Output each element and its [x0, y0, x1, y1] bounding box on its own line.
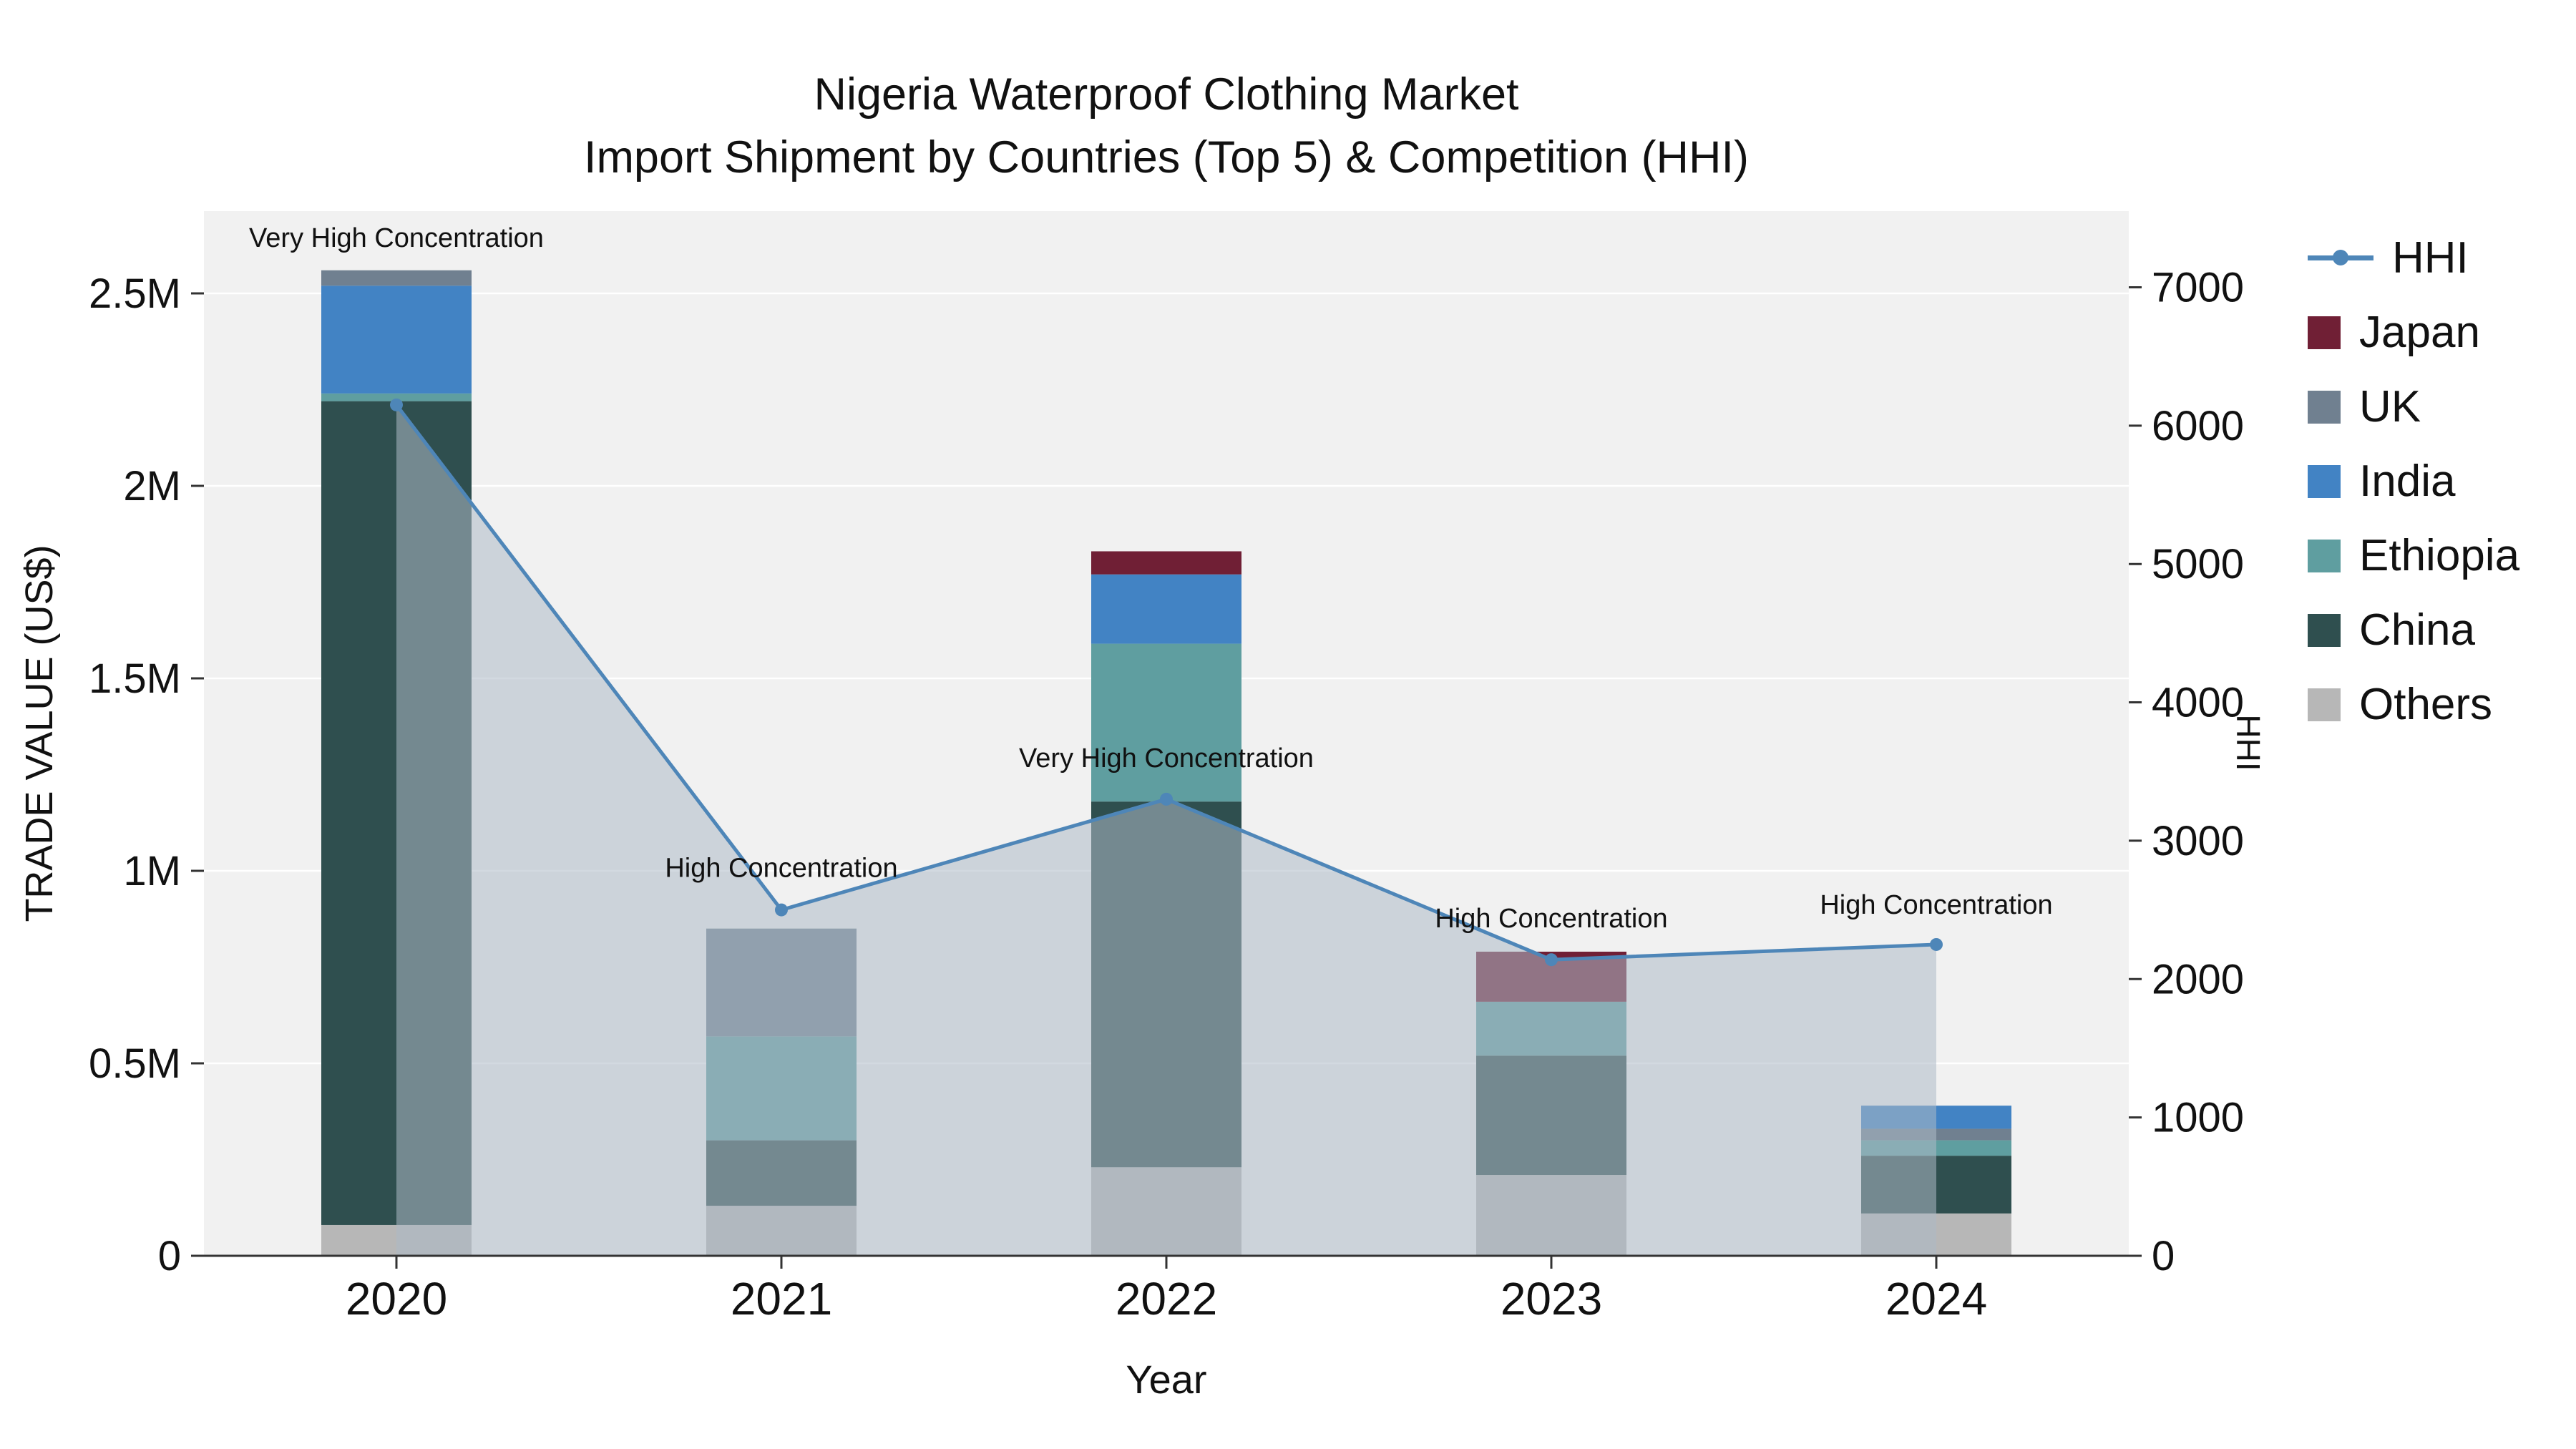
legend: HHI Japan UK India Ethiopia China Others [2308, 233, 2519, 753]
legend-swatch-japan [2308, 316, 2341, 349]
x-tick-label-2022: 2022 [1116, 1273, 1217, 1324]
legend-item-ethiopia[interactable]: Ethiopia [2308, 530, 2519, 581]
legend-label: HHI [2392, 233, 2469, 283]
x-tick-label-2021: 2021 [731, 1273, 832, 1324]
legend-label: India [2359, 457, 2456, 506]
legend-label: Others [2359, 680, 2493, 729]
legend-label: Ethiopia [2359, 531, 2520, 580]
legend-swatch-india [2308, 464, 2341, 498]
legend-item-hhi[interactable]: HHI [2308, 233, 2519, 283]
hhi-annotation-2024: High Concentration [1820, 890, 2052, 920]
hhi-point-2023[interactable] [1545, 953, 1558, 967]
x-tick-label-2020: 2020 [346, 1273, 447, 1324]
legend-label: China [2359, 605, 2475, 655]
x-tick-label-2023: 2023 [1501, 1273, 1602, 1324]
hhi-area-fill [396, 404, 1936, 1257]
bar-2022-ethiopia[interactable] [1091, 643, 1241, 802]
hhi-annotation-2023: High Concentration [1435, 904, 1667, 934]
y-left-tick-label: 2M [123, 463, 181, 509]
y-right-tick-label: 6000 [2152, 403, 2244, 449]
chart-title-line2: Import Shipment by Countries (Top 5) & C… [583, 132, 1750, 182]
bar-2022-india[interactable] [1091, 574, 1241, 644]
y-right-tick-label: 0 [2152, 1233, 2175, 1279]
y-left-tick-label: 0 [158, 1233, 181, 1279]
hhi-point-2022[interactable] [1160, 792, 1173, 806]
hhi-annotation-2021: High Concentration [665, 854, 897, 884]
hhi-annotation-2020: Very High Concentration [249, 223, 544, 253]
y-right-tick-label: 2000 [2152, 956, 2244, 1002]
hhi-point-2024[interactable] [1930, 937, 1943, 951]
legend-item-china[interactable]: China [2308, 605, 2519, 655]
bar-2022-japan[interactable] [1091, 551, 1241, 575]
y-left-tick-label: 1M [123, 848, 181, 894]
x-tick-label-2024: 2024 [1885, 1273, 1987, 1324]
chart-title: Nigeria Waterproof Clothing Market Impor… [204, 63, 2129, 189]
y-right-tick-label: 4000 [2152, 680, 2244, 726]
bar-2020-ethiopia[interactable] [321, 393, 472, 401]
legend-item-others[interactable]: Others [2308, 679, 2519, 730]
legend-item-india[interactable]: India [2308, 456, 2519, 507]
y-right-tick-label: 1000 [2152, 1095, 2244, 1141]
legend-swatch-others [2308, 688, 2341, 721]
hhi-point-2020[interactable] [390, 398, 403, 411]
y-right-tick-label: 7000 [2152, 264, 2244, 311]
y-right-tick-label: 5000 [2152, 541, 2244, 587]
y-left-tick-label: 0.5M [89, 1040, 181, 1087]
legend-swatch-china [2308, 613, 2341, 647]
x-axis-title: Year [1126, 1357, 1207, 1402]
y-left-tick-label: 2.5M [89, 270, 181, 317]
y-left-tick-label: 1.5M [89, 655, 181, 702]
legend-item-japan[interactable]: Japan [2308, 307, 2519, 358]
bar-2020-india[interactable] [321, 286, 472, 394]
legend-swatch-ethiopia [2308, 539, 2341, 572]
y-right-tick-label: 3000 [2152, 818, 2244, 864]
legend-label: Japan [2359, 308, 2480, 357]
hhi-annotation-2022: Very High Concentration [1019, 743, 1314, 774]
legend-line-marker [2308, 250, 2373, 265]
legend-swatch-uk [2308, 390, 2341, 424]
chart-title-line1: Nigeria Waterproof Clothing Market [814, 69, 1519, 119]
hhi-point-2021[interactable] [775, 903, 788, 917]
bar-2020-uk[interactable] [321, 270, 472, 286]
legend-line-dot [2333, 250, 2348, 265]
legend-label: UK [2359, 382, 2421, 431]
legend-item-uk[interactable]: UK [2308, 381, 2519, 432]
